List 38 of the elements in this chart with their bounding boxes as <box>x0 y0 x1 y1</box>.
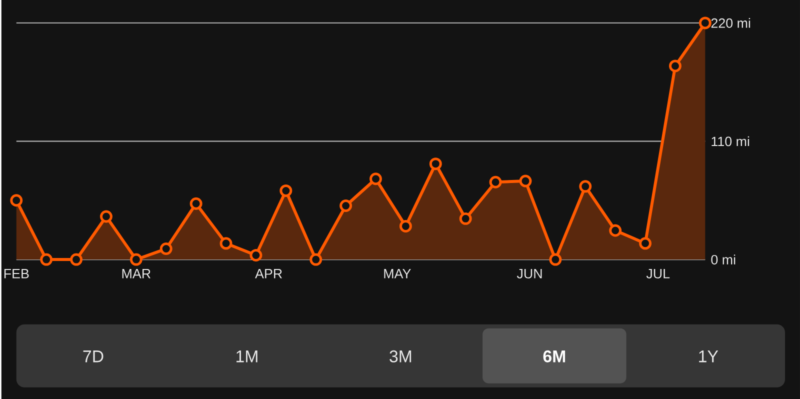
point <box>399 220 412 232</box>
point <box>459 212 472 225</box>
point <box>698 16 712 30</box>
text: 7D <box>83 350 104 362</box>
point <box>489 176 502 188</box>
point <box>340 199 352 212</box>
point <box>579 180 592 193</box>
point <box>190 197 202 210</box>
point <box>639 237 652 250</box>
point <box>549 253 562 266</box>
text: 1Y <box>699 350 718 362</box>
point <box>160 242 172 255</box>
text: 1M <box>236 350 258 362</box>
point <box>609 224 622 237</box>
point <box>668 60 682 72</box>
x-tick-label: APR <box>255 268 282 278</box>
point <box>130 253 142 266</box>
x-tick-label: JUN <box>516 268 542 278</box>
text: 3M <box>390 350 412 362</box>
point <box>370 172 382 185</box>
point <box>429 157 442 170</box>
point <box>519 174 532 188</box>
x-tick-label: MAR <box>122 268 150 278</box>
y-tick-label: 220 mi <box>711 18 750 28</box>
text: 6M <box>543 350 566 362</box>
x-tick-label: JUL <box>646 268 670 278</box>
y-tick-label: 0 mi <box>711 254 736 264</box>
point <box>310 253 322 266</box>
point <box>280 184 292 197</box>
x-tick-label: MAY <box>384 268 411 278</box>
point <box>100 210 112 223</box>
point <box>250 248 262 262</box>
point <box>220 237 232 250</box>
y-tick-label: 110 mi <box>712 136 750 146</box>
x-tick-label: FEB <box>4 268 29 278</box>
point <box>70 253 83 266</box>
point <box>40 253 53 266</box>
point <box>10 194 23 206</box>
